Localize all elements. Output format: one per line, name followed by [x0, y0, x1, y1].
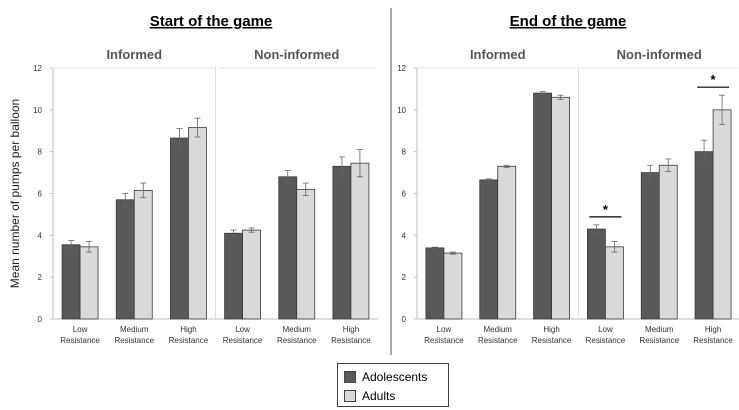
chart-end-panel-non-informed-significance-star: *: [603, 202, 609, 217]
chart-start-y-tick-label: 12: [33, 64, 42, 73]
chart-end-panel-non-informed-bar-adolescents: [587, 228, 606, 320]
chart-start-panel-non-informed-bar-adults: [242, 229, 261, 320]
chart-start-y-tick-label: 6: [38, 190, 43, 199]
chart-end-panel-informed-bar-adults: [551, 96, 570, 320]
chart-end-panel-informed-category-label: Resistance: [532, 336, 572, 345]
chart-start-panel-non-informed-category-label: Low: [235, 325, 250, 334]
chart-start-panel-non-informed-bar-adults: [296, 188, 316, 320]
legend-swatch-adolescents: [344, 371, 356, 383]
chart-end-panel-informed-category-label: Medium: [484, 325, 513, 334]
chart-start-panel-non-informed-bar-adults: [350, 162, 370, 320]
chart-start-panel-non-informed-bar-adolescents: [278, 176, 298, 320]
chart-start-panel-non-informed-category-label: Resistance: [277, 336, 317, 345]
chart-end-panel-informed-category-label: Resistance: [424, 336, 464, 345]
legend-label-adults: Adults: [362, 389, 396, 403]
chart-end-panel-non-informed-significance-star: *: [711, 72, 717, 87]
chart-end-panel-informed-category-label: Resistance: [478, 336, 518, 345]
chart-end-title: End of the game: [510, 13, 627, 30]
chart-start-y-tick-label: 8: [38, 148, 43, 157]
chart-start-panel-informed-category-label: Resistance: [169, 336, 209, 345]
chart-end-panel-informed-bar-adolescents: [479, 179, 499, 320]
chart-start-panel-non-informed-category-label: Resistance: [223, 336, 263, 345]
chart-start-panel-non-informed-category-label: Resistance: [331, 336, 371, 345]
chart-start-y-tick-label: 0: [38, 315, 43, 324]
chart-end-panel-non-informed-category-label: Low: [598, 325, 613, 334]
chart-end-panel-informed-bar-adolescents: [425, 247, 445, 320]
chart-start-title: Start of the game: [150, 13, 273, 30]
chart-start-panel-informed-bar-adolescents: [170, 137, 189, 320]
chart-start-panel-non-informed-category-label: High: [343, 325, 359, 334]
chart-end-y-tick-label: 8: [402, 148, 407, 157]
chart-end-panel-non-informed-title: Non-informed: [617, 47, 702, 62]
chart-start-panel-non-informed-bar-adolescents: [332, 165, 352, 320]
chart-start-panel-non-informed-category-label: Medium: [283, 325, 312, 334]
chart-start-panel-non-informed-title: Non-informed: [254, 47, 339, 62]
chart-start-y-tick-label: 4: [38, 231, 43, 240]
chart-start-panel-informed-bar-adults: [133, 189, 153, 320]
chart-end-y-tick-label: 4: [402, 231, 407, 240]
chart-end-y-tick-label: 10: [397, 106, 406, 115]
chart-end-panel-non-informed-bar-adolescents: [640, 172, 660, 320]
chart-start-panel-informed-category-label: Resistance: [114, 336, 154, 345]
chart-end-panel-non-informed-category-label: Resistance: [639, 336, 679, 345]
chart-end-y-tick-label: 0: [402, 315, 407, 324]
chart-end-panel-informed-bar-adults: [443, 252, 463, 320]
legend-label-adolescents: Adolescents: [362, 370, 428, 384]
chart-start-panel-non-informed-bar-adolescents: [224, 232, 243, 320]
y-axis-label: Mean number of pumps per balloon: [8, 99, 22, 288]
chart-end-panel-informed-bar-adults: [497, 165, 517, 320]
chart-end-panel-non-informed-bar-adults: [605, 246, 624, 320]
chart-end-panel-non-informed-category-label: Resistance: [586, 336, 626, 345]
chart-start-y-tick-label: 10: [33, 106, 42, 115]
chart-end-panel-non-informed-bar-adults: [712, 109, 732, 320]
legend-swatch-adults: [344, 390, 356, 402]
chart-start-panel-informed-bar-adolescents: [115, 199, 135, 320]
chart-start-panel-informed-category-label: Low: [73, 325, 88, 334]
legend-item-adolescents: Adolescents: [344, 369, 427, 385]
chart-end-panel-informed-category-label: High: [543, 325, 559, 334]
chart-start-panel-informed-category-label: Resistance: [60, 336, 100, 345]
chart-start-panel-informed-category-label: Medium: [120, 325, 149, 334]
legend-item-adults: Adults: [344, 388, 395, 404]
chart-start-panel-informed-bar-adolescents: [61, 244, 81, 320]
chart-end-panel-non-informed-category-label: Resistance: [693, 336, 733, 345]
chart-start-y-tick-label: 2: [38, 273, 43, 282]
chart-start-panel-informed-category-label: High: [180, 325, 196, 334]
chart-end-y-tick-label: 6: [402, 190, 407, 199]
chart-end-panel-non-informed-category-label: Medium: [645, 325, 674, 334]
chart-end-panel-informed-bar-adolescents: [533, 92, 552, 320]
chart-start-panel-informed-title: Informed: [106, 47, 162, 62]
chart-legend: Adolescents Adults: [337, 363, 449, 407]
chart-end-y-tick-label: 2: [402, 273, 407, 282]
chart-end-y-tick-label: 12: [397, 64, 406, 73]
chart-end-panel-non-informed-bar-adolescents: [694, 151, 714, 320]
chart-end-panel-non-informed-bar-adults: [658, 164, 678, 320]
chart-end-panel-informed-title: Informed: [470, 47, 526, 62]
chart-end-panel-non-informed-category-label: High: [705, 325, 721, 334]
chart-end-panel-informed-category-label: Low: [437, 325, 452, 334]
chart-start-panel-informed-bar-adults: [188, 127, 207, 320]
chart-start-panel-informed-bar-adults: [79, 246, 99, 320]
